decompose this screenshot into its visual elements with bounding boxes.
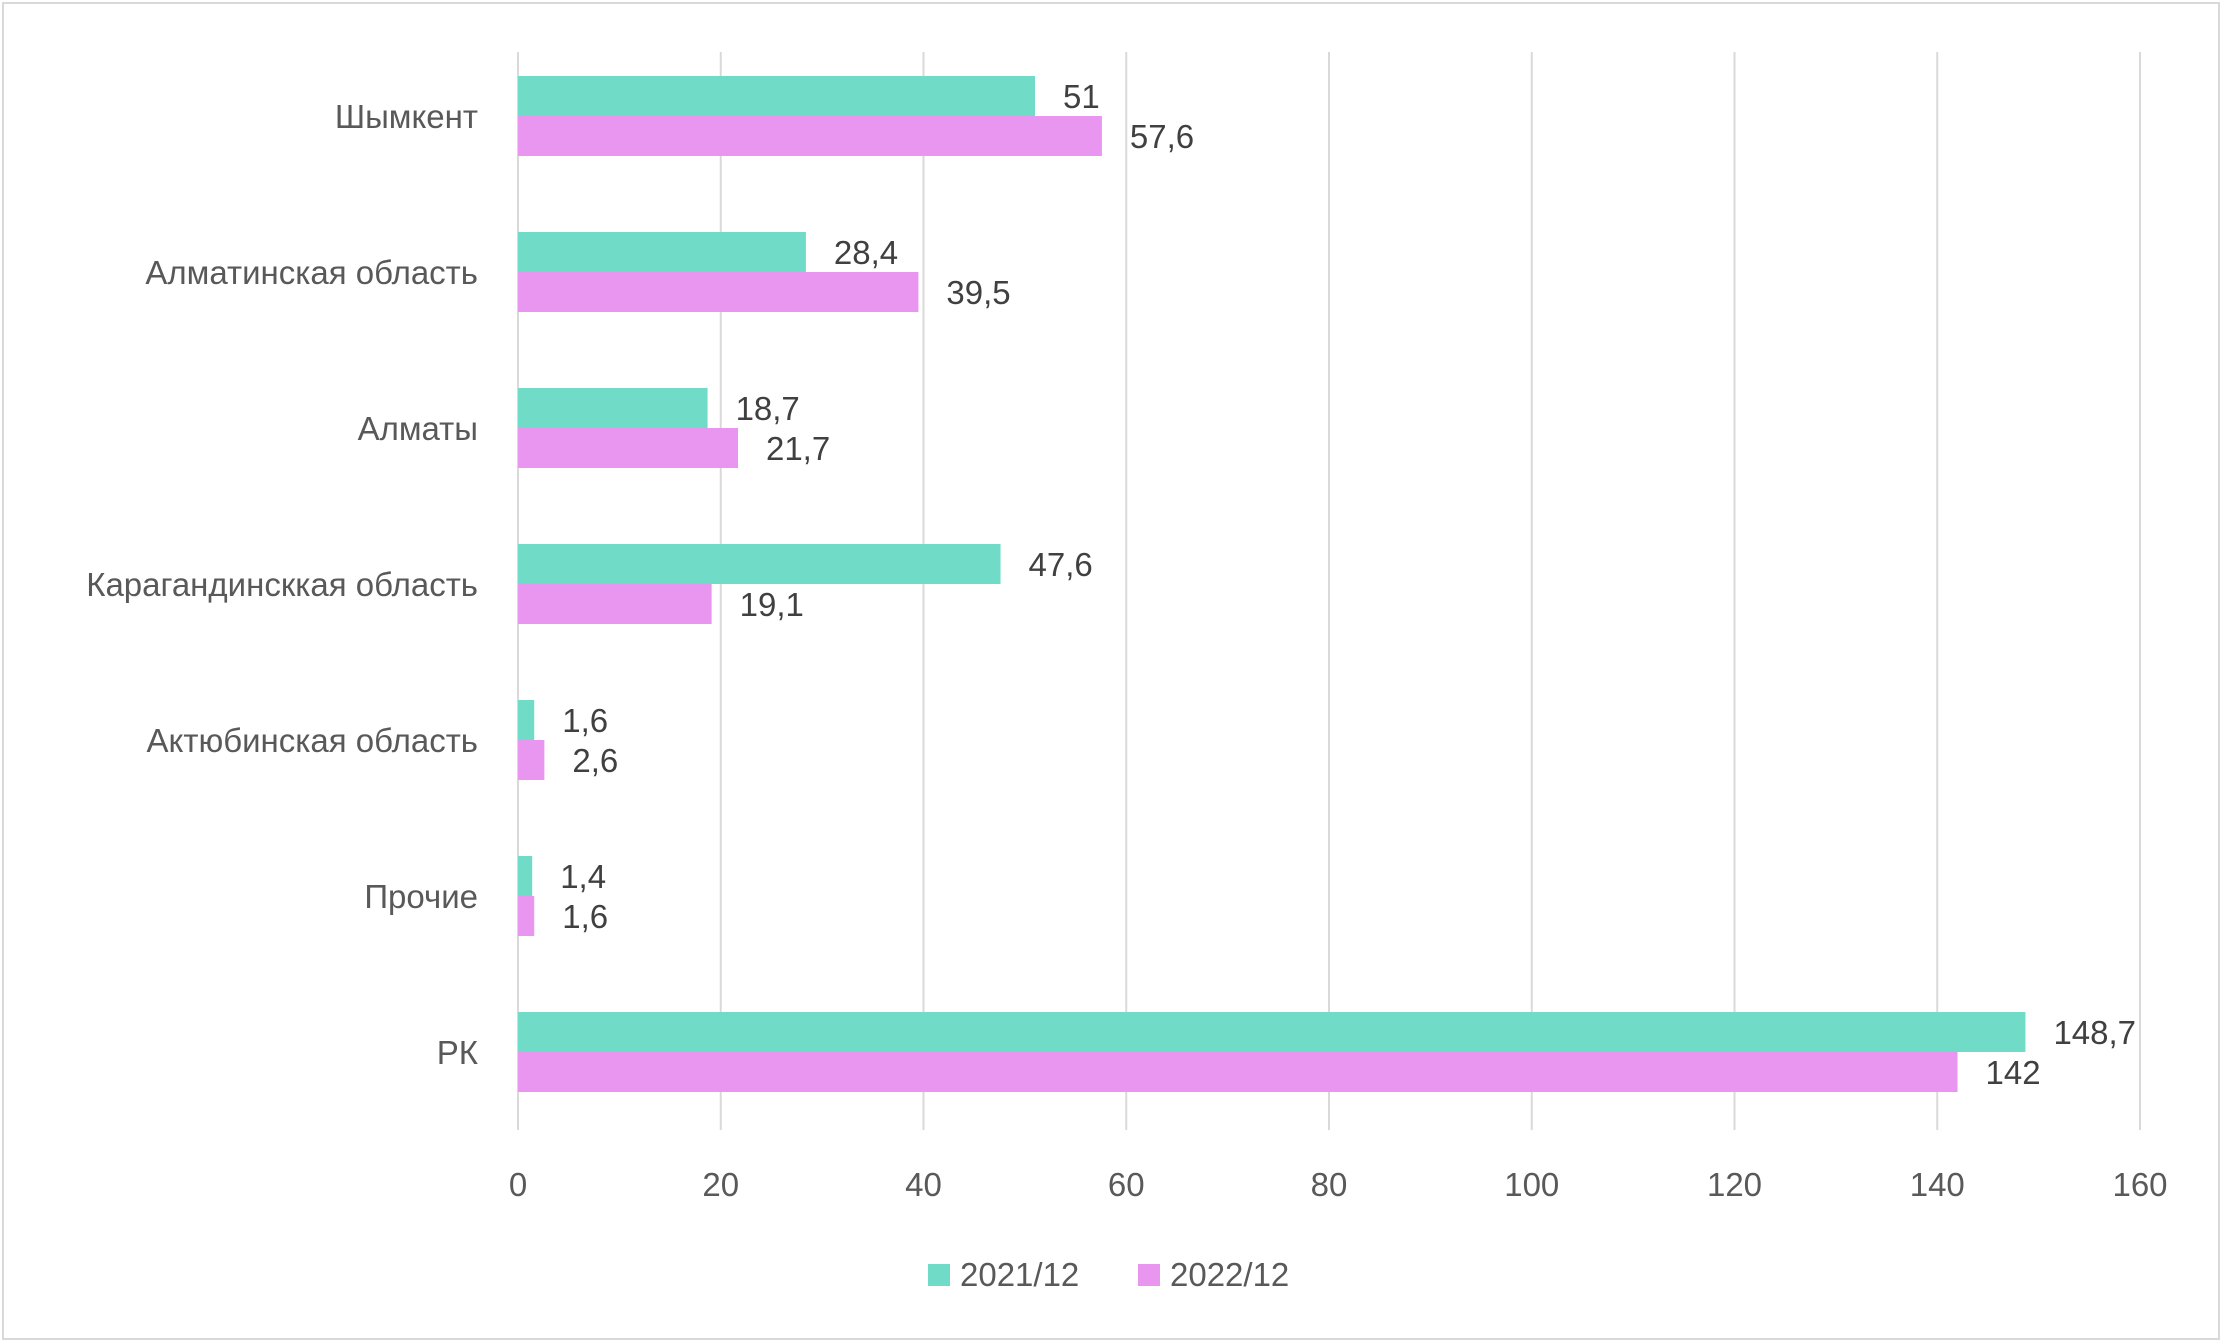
data-label: 2,6 [572, 742, 618, 779]
bar-2022-12 [518, 896, 535, 936]
bar-2022-12 [518, 428, 738, 468]
data-label: 39,5 [946, 274, 1010, 311]
bar-2021-12 [518, 700, 535, 740]
legend-label: 2022/12 [1170, 1256, 1289, 1293]
data-label: 1,6 [562, 702, 608, 739]
x-tick-label: 140 [1910, 1166, 1965, 1203]
x-tick-label: 160 [2112, 1166, 2167, 1203]
bar-2021-12 [518, 232, 806, 272]
bar-2021-12 [518, 388, 708, 428]
category-label: Алматы [358, 410, 478, 447]
x-tick-label: 80 [1311, 1166, 1348, 1203]
bar-2021-12 [518, 1012, 2026, 1052]
legend-label: 2021/12 [960, 1256, 1079, 1293]
category-label: Алматинская область [145, 254, 478, 291]
data-label: 1,4 [560, 858, 606, 895]
legend-swatch [1138, 1264, 1160, 1286]
data-label: 51 [1063, 78, 1100, 115]
data-label: 1,6 [562, 898, 608, 935]
data-label: 18,7 [736, 390, 800, 427]
data-label: 28,4 [834, 234, 898, 271]
legend-swatch [928, 1264, 950, 1286]
data-label: 47,6 [1029, 546, 1093, 583]
labels: 0 20 40 60 80 100 120 140 160 Шымкент 51 57,6 Алмати… [86, 78, 2167, 1203]
data-label: 57,6 [1130, 118, 1194, 155]
category-label: Актюбинская область [147, 722, 478, 759]
legend: 2021/12 2022/12 [928, 1256, 1289, 1293]
data-label: 142 [1986, 1054, 2041, 1091]
bars [518, 76, 2026, 1092]
bar-2022-12 [518, 116, 1102, 156]
x-tick-label: 60 [1108, 1166, 1145, 1203]
data-label: 21,7 [766, 430, 830, 467]
x-tick-label: 40 [905, 1166, 942, 1203]
category-label: РК [437, 1034, 479, 1071]
bar-2022-12 [518, 584, 712, 624]
x-tick-label: 100 [1504, 1166, 1559, 1203]
bar-2021-12 [518, 544, 1001, 584]
category-label: Карагандинсккая область [86, 566, 478, 603]
x-tick-label: 120 [1707, 1166, 1762, 1203]
x-tick-label: 0 [509, 1166, 527, 1203]
data-label: 148,7 [2053, 1014, 2136, 1051]
x-tick-label: 20 [702, 1166, 739, 1203]
bar-2021-12 [518, 856, 533, 896]
category-label: Шымкент [335, 98, 478, 135]
bar-2022-12 [518, 740, 545, 780]
bar-2022-12 [518, 1052, 1958, 1092]
bar-2022-12 [518, 272, 919, 312]
bar-2021-12 [518, 76, 1036, 116]
data-label: 19,1 [740, 586, 804, 623]
gridlines [517, 52, 2141, 1130]
category-label: Прочие [364, 878, 478, 915]
